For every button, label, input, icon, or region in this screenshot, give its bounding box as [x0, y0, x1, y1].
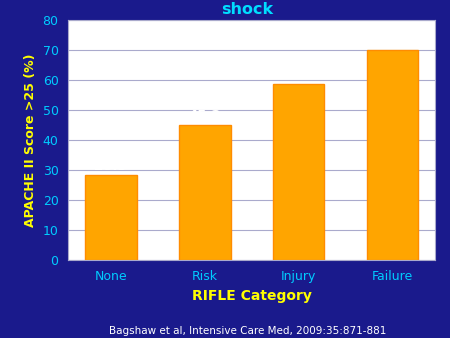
- Text: 45.2: 45.2: [189, 109, 221, 122]
- Bar: [85, 175, 137, 261]
- Y-axis label: APACHE II Score >25 (%): APACHE II Score >25 (%): [24, 53, 37, 227]
- Text: 28.3: 28.3: [94, 160, 127, 173]
- Bar: [367, 50, 419, 261]
- Text: 69.9: 69.9: [376, 35, 409, 48]
- Bar: [273, 84, 324, 261]
- Text: Severity of illness (APACHE II score ≥ 25)
stratified by RIFLE category in septi: Severity of illness (APACHE II score ≥ 2…: [61, 0, 434, 17]
- X-axis label: RIFLE Category: RIFLE Category: [192, 289, 311, 303]
- Text: 58.6: 58.6: [282, 69, 315, 82]
- Text: Bagshaw et al, Intensive Care Med, 2009:35:871-881: Bagshaw et al, Intensive Care Med, 2009:…: [109, 326, 386, 336]
- Bar: [179, 125, 230, 261]
